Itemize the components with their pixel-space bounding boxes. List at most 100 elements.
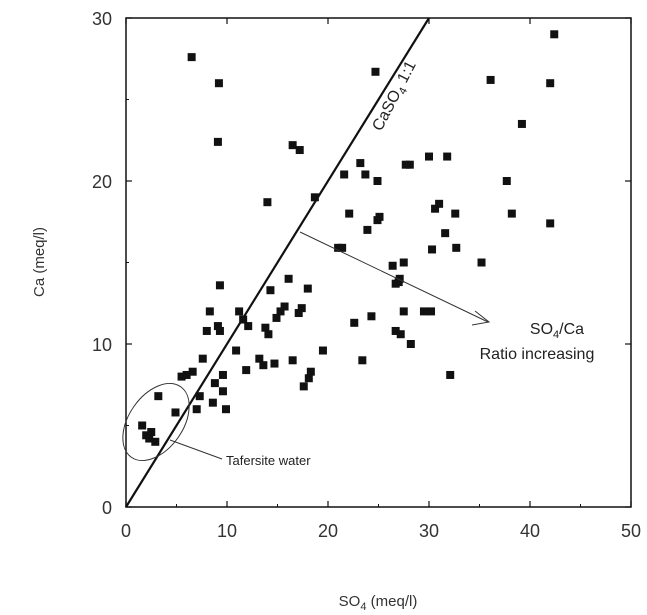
data-point [304, 374, 313, 383]
data-point [419, 307, 428, 316]
data-point [205, 307, 214, 316]
x-tick-label: 10 [217, 521, 237, 541]
data-point [446, 370, 455, 379]
axis-ticks: 0 10 20 30 40 50 0 10 20 30 [92, 9, 641, 541]
data-point [192, 405, 201, 414]
data-point [486, 75, 495, 84]
y-tick-label: 10 [92, 335, 112, 355]
data-point [371, 67, 380, 76]
data-point [195, 392, 204, 401]
data-point [299, 382, 308, 391]
data-point [221, 405, 230, 414]
data-point [507, 209, 516, 218]
data-point [261, 323, 270, 332]
data-point [244, 322, 253, 331]
data-point [452, 243, 461, 252]
data-point [182, 370, 191, 379]
data-point [232, 346, 241, 355]
caso4-1to1-line [125, 17, 430, 508]
data-point [396, 330, 405, 339]
tafersite-leader-line [169, 439, 223, 460]
plot-frame [125, 17, 632, 508]
data-point [388, 261, 397, 270]
y-axis-title: Ca (meq/l) [31, 227, 48, 297]
x-tick-label: 40 [520, 521, 540, 541]
data-point [259, 361, 268, 370]
data-point [435, 199, 444, 208]
data-point [340, 170, 349, 179]
data-point [399, 307, 408, 316]
data-point [375, 212, 384, 221]
data-point [276, 307, 285, 316]
data-point [350, 318, 359, 327]
reference-line-group [125, 17, 430, 508]
data-point [284, 274, 293, 283]
data-point [401, 160, 410, 169]
data-point [145, 434, 154, 443]
data-point [215, 281, 224, 290]
data-point [187, 53, 196, 62]
data-point [373, 177, 382, 185]
data-point [288, 356, 297, 365]
x-tick-label: 0 [121, 521, 131, 541]
data-point [218, 370, 227, 379]
data-point [272, 313, 281, 322]
data-point [270, 359, 279, 368]
x-axis-title: SO4 (meq/l) [339, 593, 418, 613]
data-point [280, 302, 289, 311]
data-point [306, 367, 315, 376]
ratio-annotation-line1: SO4/Ca [530, 321, 584, 341]
data-point [425, 152, 433, 161]
y-tick-label: 20 [92, 172, 112, 192]
data-point [242, 366, 251, 375]
data-point [441, 229, 450, 238]
data-point [288, 141, 297, 150]
data-point [202, 326, 211, 335]
data-point [502, 177, 511, 185]
data-point [406, 340, 415, 348]
data-point [550, 30, 559, 39]
data-point [358, 356, 367, 365]
data-point [138, 421, 147, 430]
data-point [297, 304, 306, 313]
data-point [428, 245, 437, 254]
data-point [546, 219, 555, 228]
data-point [210, 379, 219, 388]
data-point [399, 258, 408, 267]
x-tick-label: 30 [419, 521, 439, 541]
data-point [154, 392, 163, 401]
data-point [334, 243, 343, 252]
x-tick-label: 20 [318, 521, 338, 541]
data-point [517, 119, 526, 128]
data-point [188, 367, 197, 376]
ratio-arrow-line [299, 231, 489, 323]
data-point [213, 137, 222, 146]
data-point [394, 278, 403, 287]
data-point [451, 209, 460, 218]
data-point [214, 79, 223, 88]
data-point [255, 354, 264, 363]
data-point [177, 372, 186, 381]
data-point [213, 322, 222, 331]
data-point [477, 258, 486, 267]
data-point [391, 326, 400, 335]
data-point [443, 152, 452, 161]
data-point [215, 326, 224, 335]
tafersite-label: Tafersite water [226, 453, 311, 468]
data-point [345, 209, 354, 218]
data-point [147, 428, 156, 437]
data-point [338, 243, 347, 252]
data-point [218, 387, 227, 396]
data-point [356, 159, 365, 168]
data-point [431, 204, 440, 213]
data-point [198, 354, 207, 363]
data-point [546, 79, 555, 88]
data-point [367, 312, 376, 321]
data-point [318, 346, 327, 355]
tafersite-ellipse [122, 383, 190, 461]
y-tick-label: 30 [92, 9, 112, 29]
data-point [310, 193, 319, 202]
data-point [151, 437, 160, 446]
ratio-annotation-line2: Ratio increasing [480, 346, 595, 363]
